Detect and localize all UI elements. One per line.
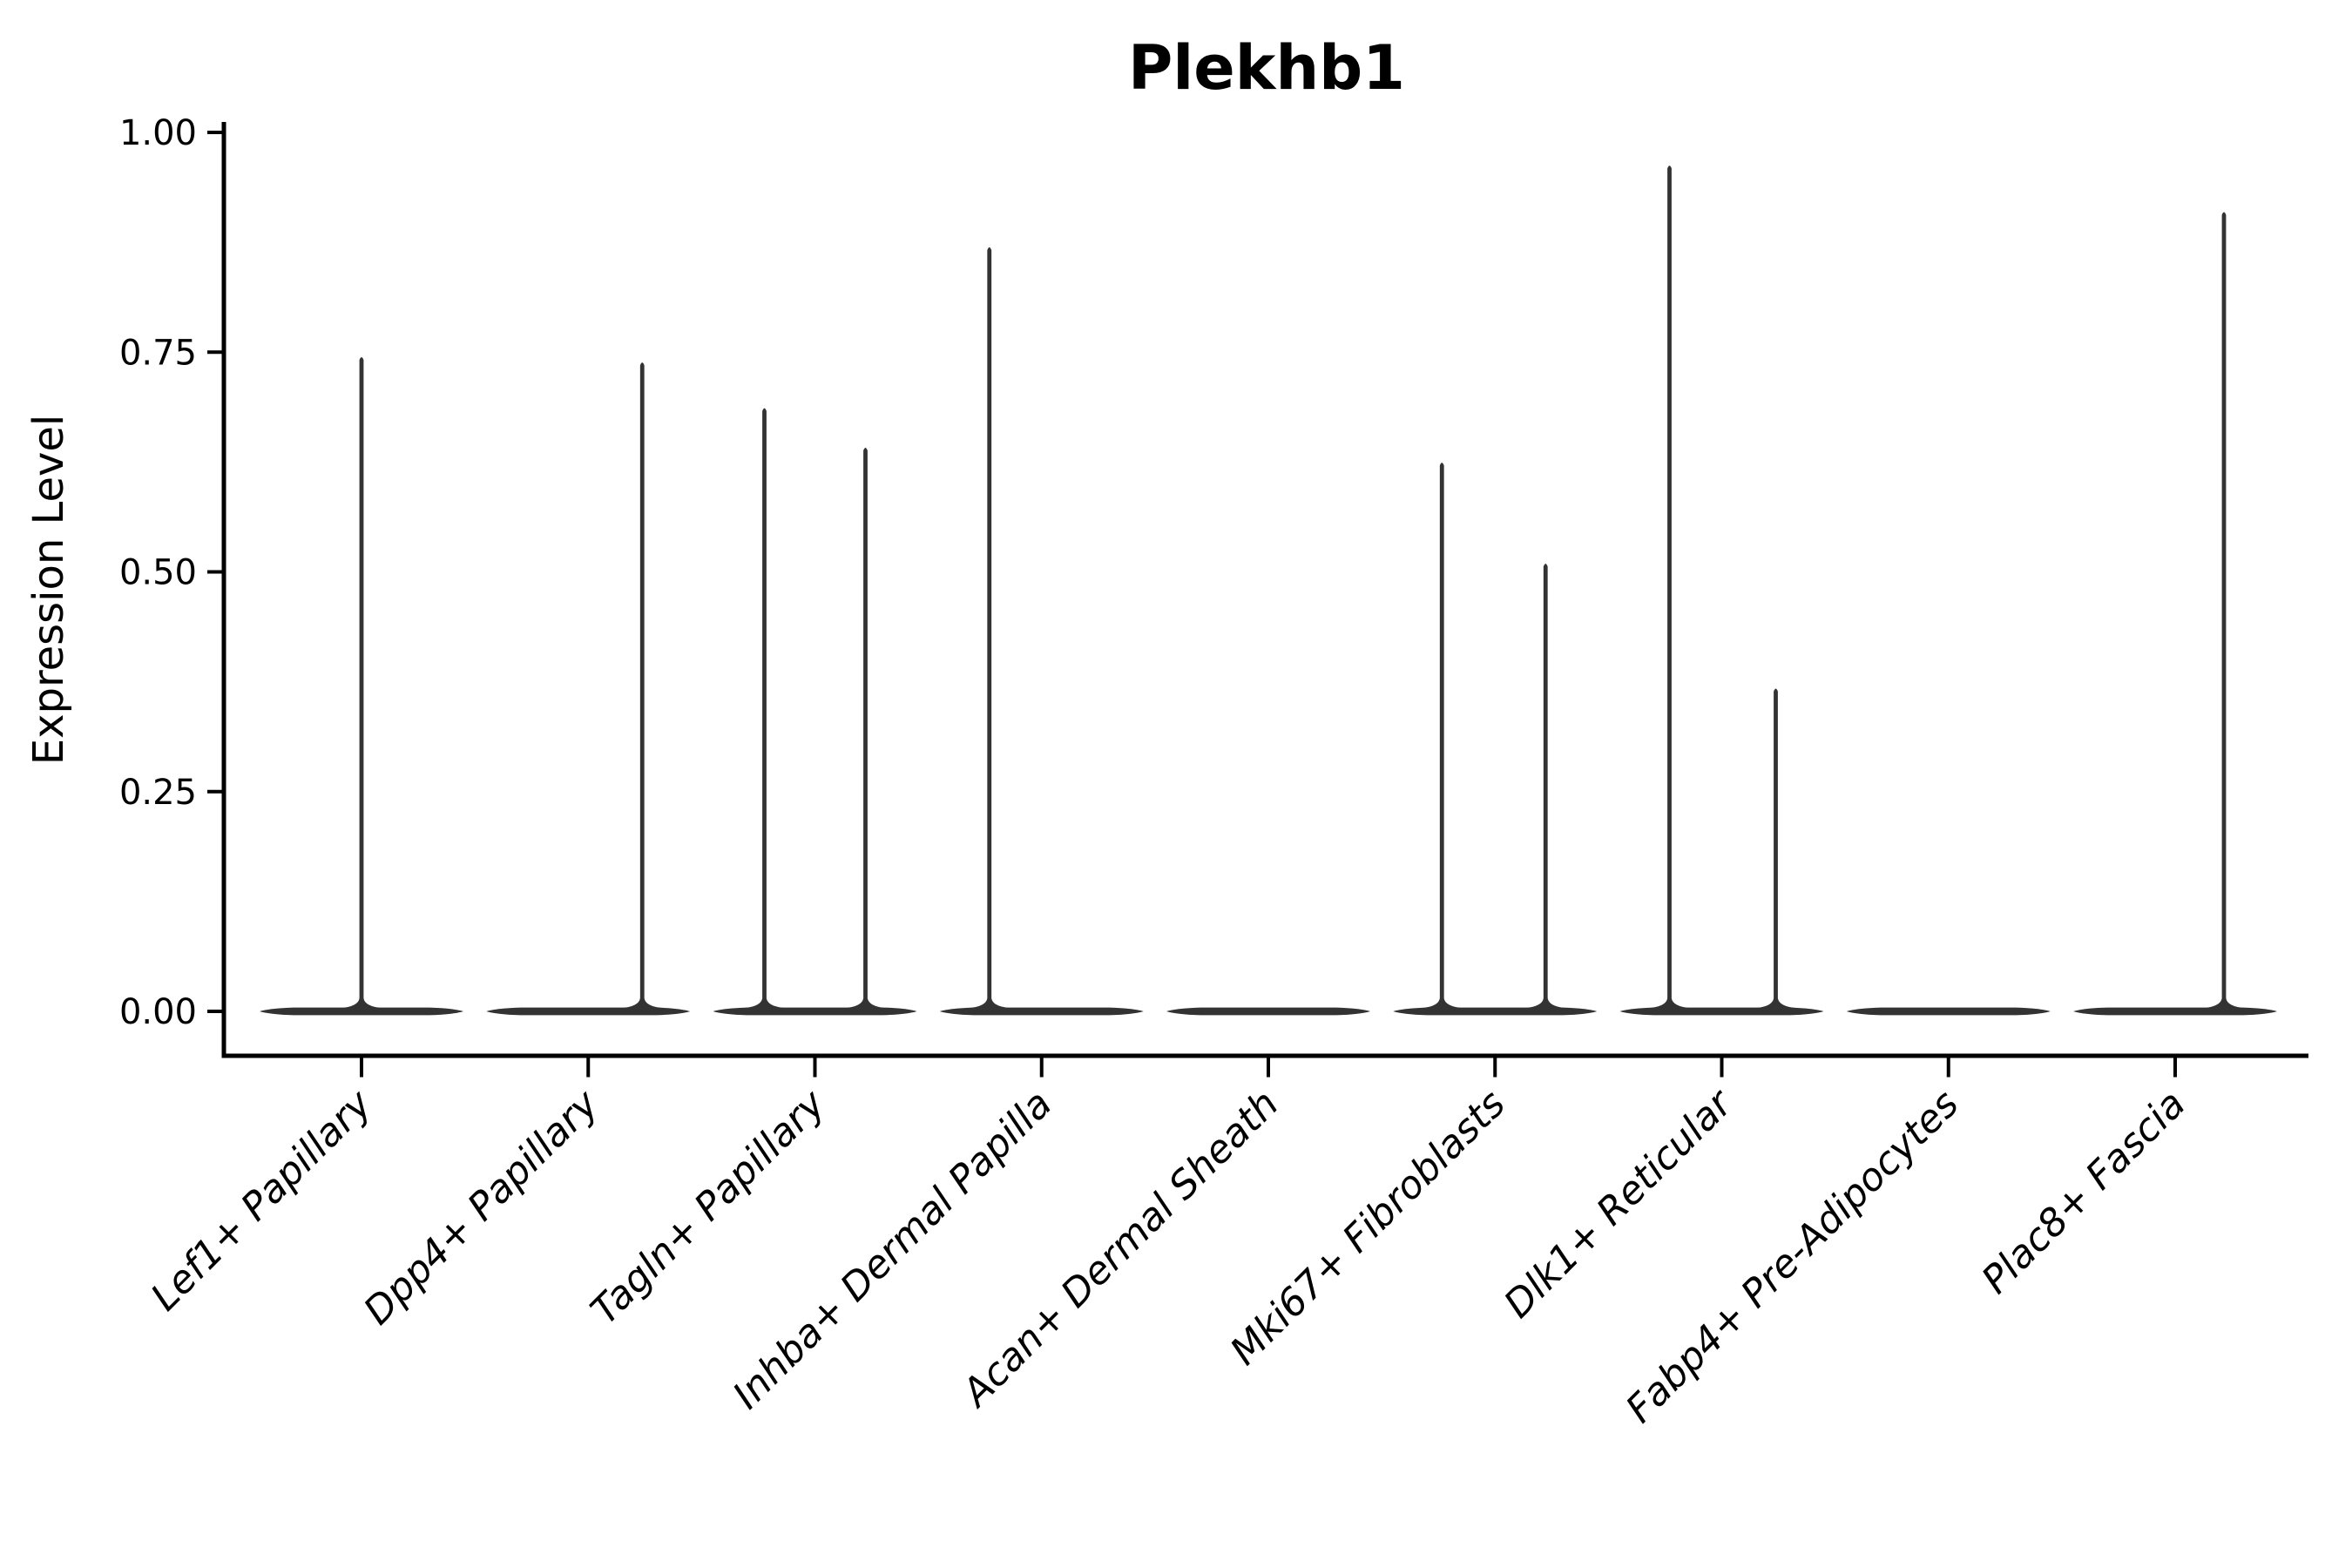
- x-tick: [1267, 1058, 1270, 1078]
- y-tick: [207, 789, 222, 794]
- x-tick: [813, 1058, 817, 1078]
- violin-8: [1846, 1007, 2051, 1016]
- violin-spike: [1648, 166, 1691, 1011]
- y-axis-ticks: 0.00 0.25 0.50 0.75 1.00: [119, 113, 222, 1032]
- x-tick: [586, 1058, 591, 1078]
- violin-spike: [1754, 688, 1797, 1011]
- violin-spike: [2203, 212, 2245, 1011]
- violin-5: [1166, 1007, 1370, 1016]
- x-axis-spine: [221, 1053, 2308, 1058]
- violin-body: [1846, 1007, 2051, 1016]
- x-tick-label: Dpp4+ Papillary: [355, 1081, 608, 1334]
- violins: [260, 166, 2277, 1016]
- y-axis-label: Expression Level: [24, 415, 73, 766]
- x-tick-label: Tagln+ Papillary: [583, 1081, 835, 1333]
- x-tick: [1720, 1058, 1724, 1078]
- y-tick: [207, 131, 222, 134]
- x-tick: [360, 1058, 363, 1078]
- x-tick: [1946, 1058, 1950, 1078]
- y-tick: [207, 1010, 222, 1013]
- chart-title: Plekhb1: [1128, 32, 1405, 104]
- violin-body: [1166, 1007, 1370, 1016]
- violin-6: [1393, 463, 1598, 1016]
- y-tick-label: 0.50: [119, 553, 197, 593]
- violin-spike: [968, 247, 1010, 1011]
- violin-9: [2073, 212, 2277, 1016]
- violin-body: [2073, 1007, 2277, 1016]
- violin-4: [939, 247, 1144, 1016]
- violin-spike: [341, 357, 382, 1011]
- y-tick-label: 0.25: [119, 773, 197, 813]
- y-tick: [207, 570, 222, 574]
- x-tick: [1493, 1058, 1497, 1078]
- y-tick: [207, 350, 222, 355]
- x-tick: [1039, 1058, 1044, 1078]
- violin-spike: [844, 447, 887, 1011]
- violin-3: [713, 408, 917, 1016]
- violin-spike: [621, 362, 664, 1011]
- violin-spike: [1524, 564, 1567, 1011]
- violin-1: [260, 357, 463, 1016]
- violin-spike: [1421, 463, 1463, 1011]
- violin-2: [486, 362, 691, 1016]
- y-tick-label: 1.00: [119, 113, 197, 153]
- axes: [221, 122, 2308, 1058]
- y-axis-spine: [221, 122, 226, 1058]
- y-tick-label: 0.00: [119, 992, 197, 1032]
- x-tick-label: Plac8+ Fascia: [1973, 1082, 2193, 1302]
- y-tick-label: 0.75: [119, 333, 197, 373]
- violin-spike: [743, 408, 786, 1011]
- x-tick-label: Dlk1+ Reticular: [1496, 1080, 1742, 1327]
- x-tick: [2173, 1058, 2177, 1078]
- violin-7: [1619, 166, 1824, 1016]
- x-tick-label: Lef1+ Papillary: [143, 1081, 382, 1320]
